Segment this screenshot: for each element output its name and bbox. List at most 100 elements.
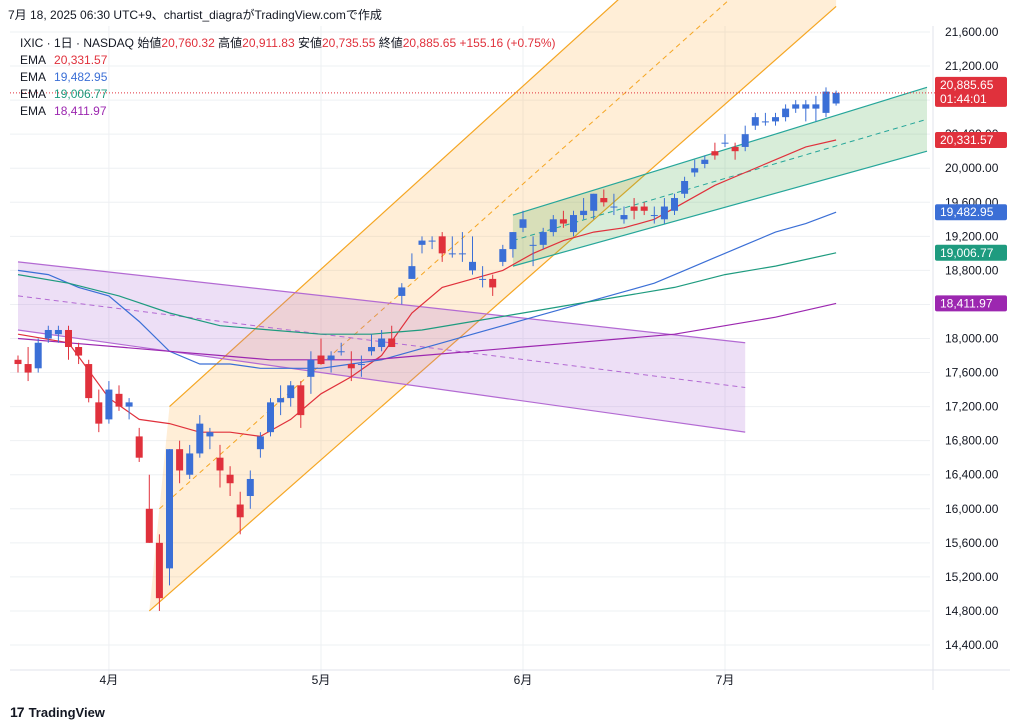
candle	[307, 351, 315, 394]
candle	[650, 206, 658, 224]
open-label: 始値	[137, 36, 162, 50]
y-tick-label: 15,200.00	[945, 570, 999, 584]
high-value: 20,911.83	[242, 36, 295, 50]
candle	[489, 274, 497, 296]
axes: 14,400.00 14,800.00 15,200.00 15,600.00 16,0…	[10, 25, 1010, 690]
candle-body	[388, 338, 396, 348]
change-value: +155.16 (+0.75%)	[459, 36, 556, 50]
candle	[105, 381, 113, 424]
candle-body	[186, 453, 194, 475]
candle-body	[681, 180, 689, 194]
candle-body	[297, 385, 305, 416]
candle	[580, 198, 588, 220]
candle-body	[267, 402, 274, 433]
candle	[590, 193, 598, 220]
candle-body	[34, 342, 42, 369]
y-tick-label: 17,200.00	[945, 400, 999, 414]
candle-body	[14, 359, 22, 365]
ema-lines	[17, 139, 837, 438]
candle	[125, 398, 133, 420]
candle	[469, 236, 476, 275]
candle	[792, 100, 800, 113]
candle-body	[731, 146, 739, 152]
candle	[44, 325, 52, 343]
candle-body	[610, 206, 618, 208]
close-value: 20,885.65	[402, 36, 457, 50]
tradingview-brand[interactable]: 17 TradingView	[10, 704, 105, 720]
candle-body	[761, 121, 769, 123]
candle-body	[408, 266, 416, 279]
low-value: 20,735.55	[322, 36, 376, 50]
candle	[176, 440, 184, 484]
ema-line-2	[17, 211, 837, 369]
ema-legend-1[interactable]: EMA 20,331.57	[20, 52, 556, 69]
price-badge-bg	[935, 76, 1007, 107]
candle	[357, 355, 365, 377]
ema-legend-2[interactable]: EMA 19,482.95	[20, 69, 556, 86]
candle	[782, 104, 790, 122]
candle-body	[812, 104, 820, 109]
candle-body	[196, 423, 204, 454]
candle	[226, 466, 234, 497]
low-label: 安値	[297, 36, 322, 50]
candle-body	[469, 261, 476, 271]
purple-channel-upper	[17, 261, 746, 344]
candle-body	[135, 436, 143, 458]
y-tick-label: 16,800.00	[945, 434, 999, 448]
candle	[408, 253, 416, 279]
y-tick-label: 16,000.00	[945, 502, 999, 516]
candle	[115, 385, 123, 411]
candle	[812, 95, 820, 122]
candle-body	[85, 364, 93, 399]
candle	[418, 236, 426, 254]
candle-body	[448, 253, 456, 255]
open-value: 20,760.32	[161, 36, 215, 50]
candle-body	[368, 347, 375, 352]
legend: IXIC · 1日 · NASDAQ 始値20,760.32 高値20,911.…	[20, 35, 556, 120]
candle-body	[438, 236, 446, 254]
candle	[479, 266, 487, 288]
candle-body	[428, 240, 436, 242]
candle	[559, 210, 567, 228]
candle-body	[792, 104, 800, 109]
ema-legend-3[interactable]: EMA 19,006.77	[20, 86, 556, 103]
candle	[327, 351, 335, 373]
candle	[166, 449, 173, 586]
candle	[458, 232, 466, 262]
y-tick-label: 17,600.00	[945, 366, 999, 380]
candle	[196, 415, 204, 458]
candle	[206, 427, 214, 450]
green-channel-fill	[512, 87, 927, 267]
ema-legend-4[interactable]: EMA 18,411.97	[20, 103, 556, 120]
candle-body	[125, 402, 133, 407]
candle	[34, 338, 42, 373]
tradingview-logo-icon: 17	[10, 704, 25, 720]
candle-body	[216, 457, 224, 471]
price-badge: 20,331.57	[935, 131, 1007, 148]
candle-body	[95, 402, 103, 424]
candle	[347, 351, 355, 382]
candle	[287, 381, 295, 407]
green-channel-upper	[512, 86, 928, 216]
candle-body	[549, 219, 557, 233]
candle	[600, 189, 608, 207]
candle-body	[580, 210, 588, 216]
orange-channel-lower	[148, 6, 837, 612]
candle-body	[479, 278, 487, 280]
candle	[772, 112, 779, 126]
x-tick-label: 6月	[514, 673, 533, 687]
candle	[570, 210, 577, 237]
candle-body	[671, 198, 678, 211]
candle-body	[509, 232, 517, 250]
candle-body	[166, 449, 173, 569]
candle	[630, 198, 638, 220]
high-label: 高値	[218, 36, 243, 50]
candle-body	[822, 91, 830, 113]
ema-label: EMA	[20, 53, 47, 67]
candle-body	[570, 215, 577, 233]
candle	[539, 227, 547, 250]
chart-caption: 7月 18, 2025 06:30 UTC+9、chartist_diagraが…	[8, 8, 382, 22]
candle	[802, 100, 810, 122]
price-badge-text: 18,411.97	[940, 296, 993, 310]
